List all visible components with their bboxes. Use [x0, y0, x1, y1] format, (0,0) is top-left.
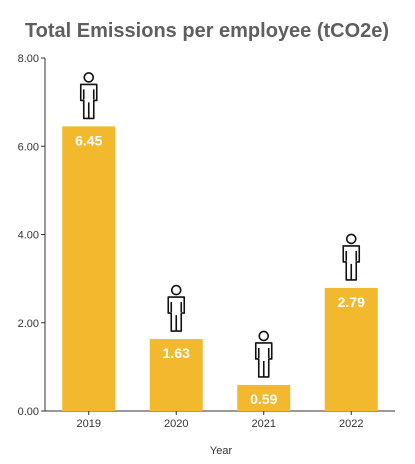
x-tick-label: 2020 [164, 418, 188, 430]
bar [62, 126, 116, 412]
bar [149, 339, 203, 411]
data-label: 1.63 [163, 345, 190, 361]
y-axis [41, 57, 46, 412]
y-tick-label: 8.00 [18, 53, 39, 65]
value-labels: 6.45 1.63 0.59 2.79 [75, 132, 365, 407]
y-tick-label: 4.00 [18, 230, 39, 242]
y-tick-label: 6.00 [18, 141, 39, 153]
y-tick-labels: 0.00 2.00 4.00 6.00 8.00 [18, 53, 39, 418]
bar [324, 287, 378, 411]
chart-title: Total Emissions per employee (tCO2e) [25, 20, 389, 42]
person-icon [79, 72, 98, 120]
bar [237, 384, 291, 411]
y-tick-label: 0.00 [18, 406, 39, 418]
data-label: 2.79 [338, 294, 365, 310]
person-icon [167, 284, 186, 332]
person-icon [342, 233, 361, 281]
x-axis-label: Year [210, 445, 233, 457]
person-icon [254, 330, 273, 378]
data-label: 0.59 [250, 391, 277, 407]
data-label: 6.45 [75, 132, 102, 148]
x-tick-label: 2022 [339, 418, 363, 430]
person-icons [79, 72, 361, 378]
x-tick-label: 2019 [77, 418, 101, 430]
x-tick-labels: 2019 2020 2021 2022 [77, 411, 363, 430]
bars [62, 126, 378, 412]
y-tick-label: 2.00 [18, 318, 39, 330]
x-tick-label: 2021 [252, 418, 276, 430]
